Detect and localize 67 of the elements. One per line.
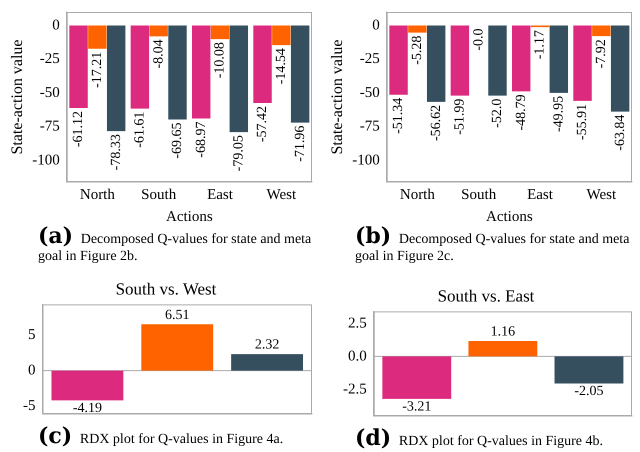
x-tick-label: North [80, 186, 116, 203]
data-label: -56.62 [428, 104, 444, 142]
data-label: -0.0 [471, 28, 486, 51]
bar [141, 324, 214, 371]
y-tick-label: 0 [28, 362, 36, 379]
data-label: -55.91 [575, 104, 590, 140]
bar [231, 354, 304, 371]
data-label: -49.95 [551, 96, 566, 132]
data-label: -3.21 [402, 400, 432, 415]
data-label: 1.16 [490, 324, 516, 340]
data-label: -57.42 [255, 106, 270, 142]
data-label: -51.34 [391, 98, 406, 134]
y-tick-label: -25 [360, 51, 380, 68]
data-label: -5.28 [410, 36, 426, 65]
data-label: 6.51 [165, 308, 190, 323]
y-tick-label: 2.5 [348, 315, 367, 332]
x-tick-label: East [207, 186, 234, 203]
data-label: -14.54 [274, 48, 290, 84]
y-tick-label: 5 [28, 326, 36, 343]
text: (d) RDX plot for Q-values in Figure 4b. [355, 425, 604, 451]
data-label: -78.33 [108, 134, 124, 170]
data-label: -63.84 [612, 114, 628, 151]
y-tick-label: -50 [360, 84, 380, 101]
x-tick-label: South [141, 186, 177, 203]
data-label: -68.97 [194, 122, 209, 158]
y-tick-label: 0 [52, 17, 60, 34]
data-label: -52.0 [490, 98, 506, 128]
y-tick-label: -100 [352, 152, 380, 168]
bar [51, 370, 124, 400]
data-label: -61.12 [71, 110, 86, 148]
text: (c) RDX plot for Q-values in Figure 4a. [38, 423, 284, 449]
chart-title: South vs. East [438, 286, 535, 306]
data-label: -10.08 [212, 42, 228, 78]
y-tick-label: 0 [372, 17, 380, 34]
y-tick-label: -50 [40, 84, 60, 101]
data-label: -79.05 [231, 135, 246, 172]
y-tick-label: -75 [40, 118, 60, 135]
data-label: -48.79 [514, 94, 529, 130]
y-tick-label: -25 [40, 51, 60, 68]
y-tick-label: -100 [32, 152, 60, 168]
data-label: -69.65 [170, 122, 186, 159]
x-tick-label: South [461, 186, 497, 203]
x-tick-label: East [527, 186, 554, 203]
y-tick-label: -75 [360, 118, 380, 135]
text: (b) Decomposed Q-values for state and meta goal in Figure 2c. [355, 223, 630, 265]
data-label: -8.04 [151, 39, 166, 69]
text: (a) Decomposed Q-values for state and meta goal in Figure 2b. [38, 223, 312, 265]
x-tick-label: West [586, 186, 617, 203]
y-axis-title: State-action value [8, 39, 26, 155]
y-tick-label: -2.5 [342, 381, 367, 398]
data-label: 2.32 [254, 338, 280, 353]
y-tick-label: 0.0 [348, 348, 367, 364]
y-tick-label: -5 [22, 398, 36, 414]
x-axis-title: Actions [486, 208, 533, 225]
x-tick-label: West [266, 186, 297, 203]
data-label: -61.61 [132, 112, 148, 148]
data-label: -51.99 [452, 98, 468, 135]
y-axis-title: State-action value [328, 39, 346, 155]
x-axis-title: Actions [166, 208, 213, 225]
data-label: -71.96 [292, 126, 308, 162]
data-label: -4.19 [72, 401, 102, 416]
data-label: -2.05 [574, 384, 604, 400]
data-label: -7.92 [594, 39, 610, 68]
x-tick-label: North [400, 186, 436, 203]
data-label: -1.17 [532, 30, 548, 60]
chart-title: South vs. West [116, 280, 217, 299]
data-label: -17.21 [90, 52, 106, 88]
